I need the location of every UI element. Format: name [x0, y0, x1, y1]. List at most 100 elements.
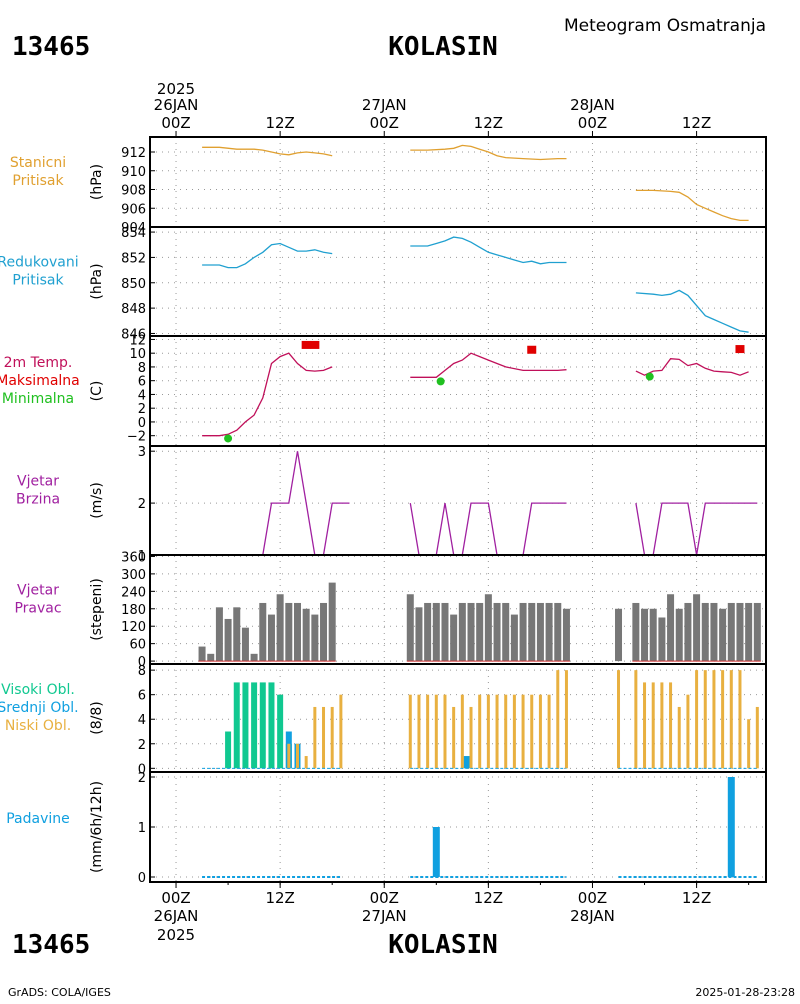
wind-dir-bar: [710, 602, 718, 662]
date-label-top-0: 26JAN: [154, 96, 199, 114]
wind-dir-bar: [476, 602, 484, 662]
y-tick-label-reduced_pressure: 846: [121, 327, 146, 342]
panel-label-wind_dir-1: Pravac: [14, 601, 61, 617]
panel-frame-reduced_pressure: [149, 226, 767, 337]
panel-frame-station_pressure: [149, 136, 767, 228]
wind-dir-bar: [207, 653, 215, 662]
year-label-top: 2025: [157, 80, 195, 98]
wind-dir-bar: [320, 602, 328, 662]
cloud-bar-2: [322, 706, 326, 769]
cloud-bar-2: [330, 706, 334, 769]
y-tick-label-wind_dir: 240: [121, 585, 146, 600]
unit-label-precipitation: (mm/6h/12h): [89, 781, 105, 873]
cloud-bar-2: [669, 682, 673, 769]
cloud-bar-2: [643, 682, 647, 769]
wind-dir-bar: [415, 607, 423, 662]
wind-dir-bar: [293, 602, 301, 662]
precip-bar: [727, 777, 735, 877]
cloud-bar-2: [460, 694, 464, 769]
cloud-bar-2: [530, 694, 534, 769]
unit-label-reduced_pressure: (hPa): [89, 263, 105, 299]
cloud-bar-2: [721, 670, 725, 769]
precip-bar: [432, 827, 440, 877]
panel-frame-clouds: [149, 663, 767, 773]
wind-dir-bar: [406, 594, 414, 662]
panel-label-clouds-2: Niski Obl.: [5, 718, 71, 734]
cloud-bar-2: [712, 670, 716, 769]
wind-dir-bar: [467, 602, 475, 662]
panel-frame-precipitation: [149, 771, 767, 883]
wind-dir-bar: [250, 653, 258, 662]
y-tick-label-wind_dir: 300: [121, 568, 146, 583]
panel-label-temperature-0: 2m Temp.: [4, 355, 73, 371]
wind-dir-bar: [536, 602, 544, 662]
cloud-bar-0: [277, 694, 284, 769]
wind-dir-bar: [276, 594, 284, 662]
date-label-top-1: 27JAN: [362, 96, 407, 114]
tmax-marker: [301, 340, 311, 349]
series-line-temperature: [202, 352, 333, 437]
tmax-marker: [735, 345, 745, 354]
cloud-bar-2: [547, 694, 551, 769]
hour-tick-bottom-4: 00Z: [578, 889, 607, 907]
wind-dir-bar: [727, 602, 735, 662]
cloud-bar-0: [259, 682, 266, 769]
cloud-bar-2: [538, 694, 542, 769]
cloud-bar-2: [426, 694, 430, 769]
wind-dir-bar: [215, 607, 223, 662]
series-line-wind_speed: [635, 502, 758, 556]
cloud-bar-2: [469, 706, 473, 769]
wind-dir-bar: [285, 602, 293, 662]
cloud-bar-0: [242, 682, 249, 769]
hour-tick-top-4: 00Z: [578, 114, 607, 132]
series-line-temperature: [635, 358, 749, 376]
wind-dir-bar: [259, 602, 267, 662]
hour-tick-bottom-5: 12Z: [682, 889, 711, 907]
wind-dir-bar: [719, 608, 727, 662]
series-line-reduced_pressure: [202, 242, 333, 269]
cloud-bar-2: [486, 694, 490, 769]
panel-frame-wind_speed: [149, 445, 767, 556]
cloud-bar-2: [339, 694, 343, 769]
panel-label-station_pressure-0: Stanicni: [10, 155, 66, 171]
wind-dir-bar: [641, 608, 649, 662]
series-line-wind_speed: [202, 451, 350, 556]
cloud-bar-2: [660, 682, 664, 769]
wind-dir-bar: [562, 608, 570, 662]
date-label-bottom-2: 28JAN: [570, 907, 615, 925]
y-tick-label-precipitation: 2: [138, 771, 146, 786]
wind-dir-bar: [450, 614, 458, 662]
series-line-station_pressure: [410, 144, 567, 161]
wind-dir-bar: [684, 602, 692, 662]
panel-label-reduced_pressure-0: Redukovani: [0, 255, 79, 271]
wind-dir-bar: [198, 646, 206, 662]
wind-dir-bar: [502, 602, 510, 662]
series-line-temperature: [410, 352, 567, 378]
unit-label-temperature: (C): [89, 381, 105, 402]
tmax-marker: [310, 340, 320, 349]
cloud-bar-2: [747, 719, 751, 769]
hour-tick-top-0: 00Z: [161, 114, 190, 132]
cloud-bar-2: [738, 670, 742, 769]
wind-dir-bar: [667, 594, 675, 662]
wind-dir-bar: [311, 614, 319, 662]
date-label-bottom-0: 26JAN: [154, 907, 199, 925]
y-tick-label-temperature: 2: [138, 402, 146, 417]
footer-station-name: KOLASIN: [388, 930, 498, 960]
wind-dir-bar: [484, 594, 492, 662]
hour-tick-top-1: 12Z: [265, 114, 294, 132]
wind-dir-bar: [545, 602, 553, 662]
y-tick-label-precipitation: 0: [138, 871, 146, 886]
y-tick-label-station_pressure: 912: [121, 146, 146, 161]
panel-frame-temperature: [149, 335, 767, 447]
y-tick-label-temperature: −2: [127, 430, 146, 445]
cloud-bar-2: [495, 694, 499, 769]
unit-label-station_pressure: (hPa): [89, 164, 105, 200]
date-label-top-2: 28JAN: [570, 96, 615, 114]
wind-dir-bar: [745, 602, 753, 662]
panel-label-wind_speed-0: Vjetar: [17, 474, 59, 490]
wind-dir-bar: [493, 602, 501, 662]
cloud-bar-2: [564, 670, 568, 769]
wind-dir-bar: [675, 608, 683, 662]
